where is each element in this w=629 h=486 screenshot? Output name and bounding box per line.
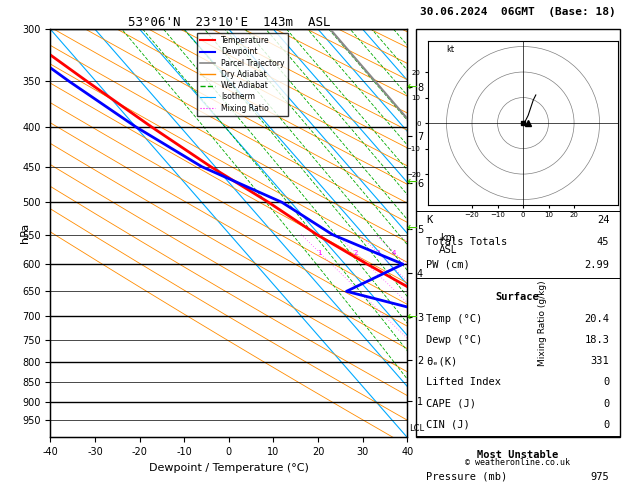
Text: Lifted Index: Lifted Index [426,378,501,387]
Text: 24: 24 [597,215,610,225]
Text: Temp (°C): Temp (°C) [426,313,482,324]
Text: Pressure (mb): Pressure (mb) [426,472,507,482]
Text: 331: 331 [591,356,610,366]
Legend: Temperature, Dewpoint, Parcel Trajectory, Dry Adiabat, Wet Adiabat, Isotherm, Mi: Temperature, Dewpoint, Parcel Trajectory… [197,33,288,116]
Text: 0: 0 [603,420,610,430]
Text: 30.06.2024  06GMT  (Base: 18): 30.06.2024 06GMT (Base: 18) [420,7,615,17]
Text: © weatheronline.co.uk: © weatheronline.co.uk [465,458,570,467]
Text: Dewp (°C): Dewp (°C) [426,335,482,345]
Text: θₑ(K): θₑ(K) [426,356,457,366]
Text: Mixing Ratio (g/kg): Mixing Ratio (g/kg) [538,280,547,366]
Text: ←: ← [406,176,416,189]
Text: ←: ← [406,222,416,235]
Text: LCL: LCL [409,424,425,434]
Text: K: K [426,215,432,225]
Text: Most Unstable: Most Unstable [477,451,558,460]
Text: 2.99: 2.99 [584,260,610,270]
Text: kt: kt [447,45,455,53]
Text: 0: 0 [603,378,610,387]
Text: 975: 975 [591,472,610,482]
Text: Surface: Surface [496,293,540,302]
Text: 2: 2 [353,250,358,256]
X-axis label: Dewpoint / Temperature (°C): Dewpoint / Temperature (°C) [149,463,309,473]
Text: PW (cm): PW (cm) [426,260,470,270]
Text: CAPE (J): CAPE (J) [426,399,476,409]
Text: 18.3: 18.3 [584,335,610,345]
Text: 3: 3 [376,250,380,256]
Text: 1: 1 [318,250,322,256]
Y-axis label: km
ASL: km ASL [439,233,457,255]
Text: 45: 45 [597,237,610,247]
Text: Totals Totals: Totals Totals [426,237,507,247]
Text: ←: ← [406,81,416,94]
Title: 53°06'N  23°10'E  143m  ASL: 53°06'N 23°10'E 143m ASL [128,16,330,29]
Text: 4: 4 [392,250,396,256]
Text: ←: ← [406,311,416,324]
Text: CIN (J): CIN (J) [426,420,470,430]
Text: hPa: hPa [20,223,30,243]
Text: 0: 0 [603,399,610,409]
Text: 20.4: 20.4 [584,313,610,324]
